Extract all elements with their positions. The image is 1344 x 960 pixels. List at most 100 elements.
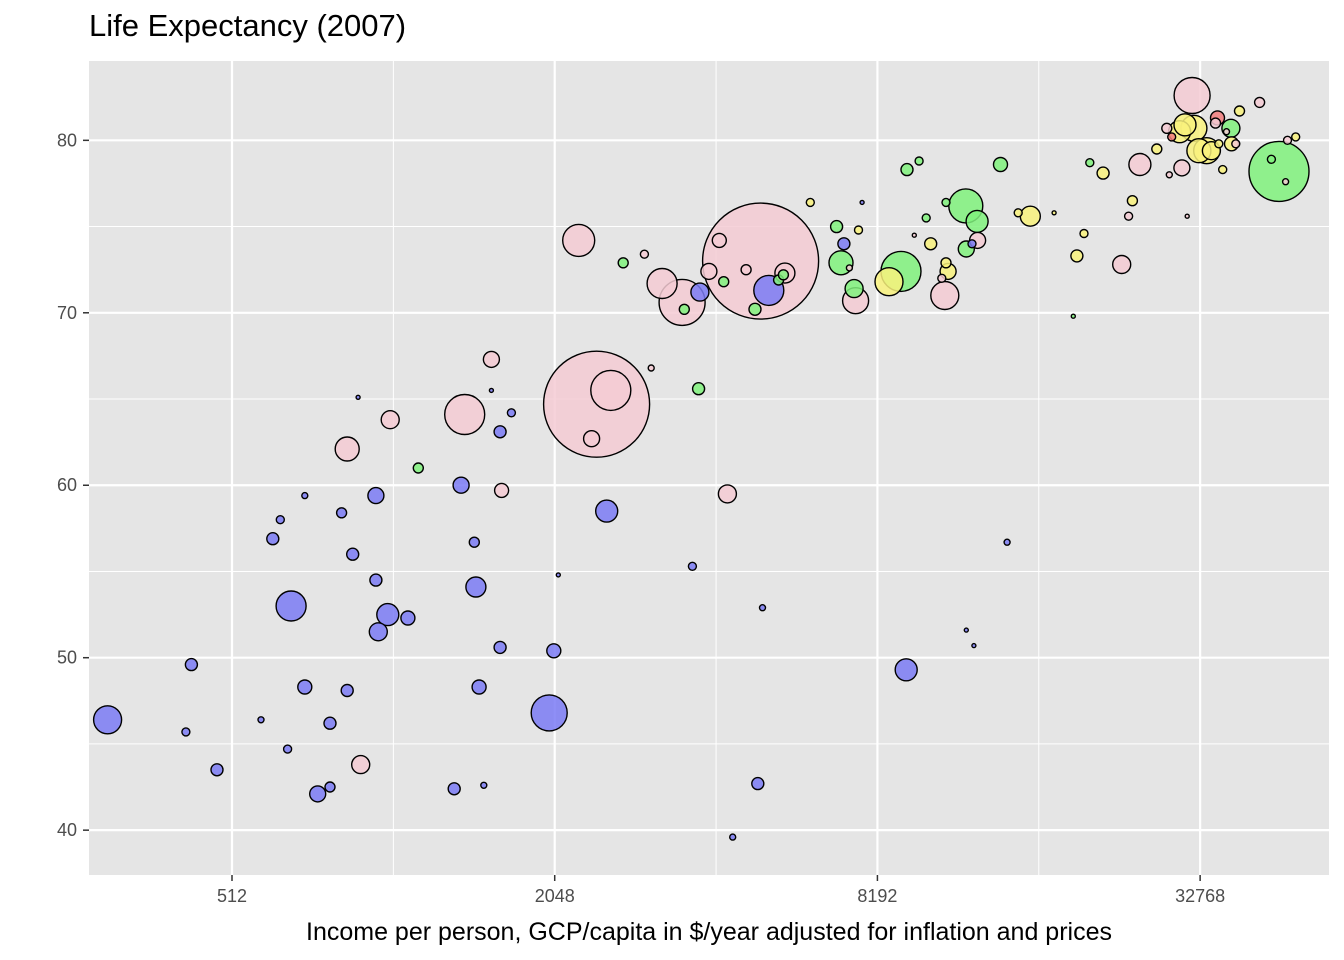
data-point xyxy=(1217,164,1228,175)
data-point xyxy=(690,282,710,302)
data-point xyxy=(1003,538,1011,546)
data-point xyxy=(369,573,383,587)
data-point xyxy=(340,683,354,698)
data-point xyxy=(678,303,690,315)
data-point xyxy=(488,387,495,394)
chart-title: Life Expectancy (2007) xyxy=(89,8,407,43)
data-point xyxy=(257,716,265,724)
data-point xyxy=(711,232,727,249)
data-point xyxy=(493,640,507,655)
x-axis: 512 2048 8192 32768 xyxy=(217,875,1225,906)
data-point xyxy=(691,382,706,396)
data-point xyxy=(1231,139,1241,149)
grid-minor xyxy=(89,61,1329,875)
data-point xyxy=(921,213,931,223)
data-point xyxy=(853,225,864,235)
y-tick-label: 70 xyxy=(57,303,77,323)
data-point xyxy=(1070,313,1077,319)
data-point xyxy=(275,590,307,622)
data-point xyxy=(894,658,918,682)
data-point xyxy=(758,604,767,612)
data-point xyxy=(718,276,730,288)
data-point xyxy=(368,622,388,642)
data-point xyxy=(184,657,199,672)
data-point xyxy=(740,264,752,276)
data-point xyxy=(965,209,989,234)
data-point xyxy=(334,436,360,462)
data-point xyxy=(181,727,191,737)
data-point xyxy=(595,499,619,523)
data-point xyxy=(297,679,313,695)
data-point xyxy=(400,610,416,626)
data-point xyxy=(1173,113,1197,137)
x-tick-label: 2048 xyxy=(535,886,575,906)
data-point xyxy=(301,491,309,500)
y-tick-label: 40 xyxy=(57,820,77,840)
data-point xyxy=(1222,127,1231,136)
data-point xyxy=(367,486,385,505)
data-point xyxy=(845,264,854,272)
data-point xyxy=(874,267,904,297)
y-tick-label: 80 xyxy=(57,130,77,150)
data-point xyxy=(506,408,517,418)
data-point xyxy=(380,410,400,430)
x-tick-label: 512 xyxy=(217,886,247,906)
data-point xyxy=(646,267,678,300)
data-point xyxy=(1051,210,1057,216)
data-point xyxy=(1266,154,1277,165)
data-point xyxy=(963,627,969,633)
data-point xyxy=(900,162,914,177)
data-point xyxy=(346,547,360,561)
data-point xyxy=(1173,159,1191,177)
data-point xyxy=(590,369,632,412)
data-point xyxy=(805,197,815,208)
data-point xyxy=(924,237,938,251)
data-point xyxy=(1290,132,1301,142)
data-point xyxy=(210,763,224,777)
data-point xyxy=(376,602,400,627)
data-point xyxy=(829,219,844,234)
data-point xyxy=(911,232,917,238)
data-point xyxy=(1166,132,1177,142)
data-point xyxy=(617,257,629,269)
data-point xyxy=(309,785,327,803)
data-point xyxy=(1165,171,1174,179)
data-point xyxy=(844,278,864,299)
data-point xyxy=(971,642,977,649)
data-point xyxy=(468,536,480,548)
data-point xyxy=(275,515,285,525)
data-point xyxy=(700,262,718,281)
data-point xyxy=(530,694,568,732)
data-point xyxy=(967,239,977,249)
data-point xyxy=(493,482,510,499)
data-point xyxy=(1282,135,1293,146)
data-point xyxy=(546,643,562,659)
data-point xyxy=(482,350,501,369)
data-point xyxy=(914,156,924,166)
data-point xyxy=(444,393,486,436)
data-point xyxy=(493,425,507,439)
data-point xyxy=(447,782,461,796)
data-point xyxy=(452,476,470,494)
data-point xyxy=(1128,152,1152,177)
data-point xyxy=(323,716,337,730)
data-point xyxy=(465,576,487,598)
data-point xyxy=(1079,228,1089,239)
data-point xyxy=(1070,249,1084,263)
data-point xyxy=(1161,122,1173,135)
data-point xyxy=(1019,205,1042,227)
data-point xyxy=(777,269,790,281)
data-point xyxy=(940,257,952,269)
data-point xyxy=(992,156,1009,173)
data-point xyxy=(930,280,960,311)
data-point xyxy=(1123,211,1134,221)
data-point xyxy=(1096,166,1110,180)
data-point xyxy=(729,833,737,841)
data-point xyxy=(355,394,361,400)
data-point xyxy=(1111,254,1132,275)
y-tick-label: 50 xyxy=(57,648,77,668)
data-point xyxy=(1151,143,1163,155)
data-point xyxy=(1209,117,1222,129)
data-point xyxy=(1233,105,1246,117)
